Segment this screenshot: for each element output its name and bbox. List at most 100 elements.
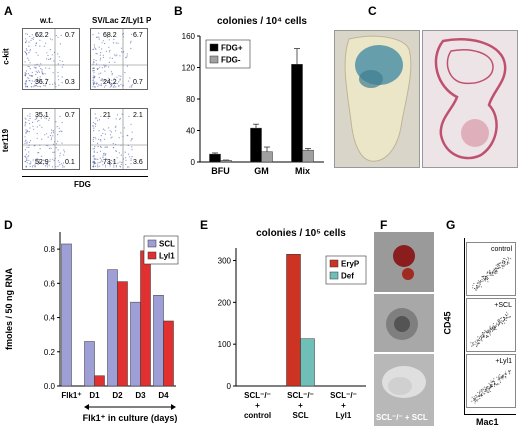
facs-dot — [129, 156, 131, 158]
facs-dot — [480, 390, 482, 392]
colony-photo-1 — [374, 232, 434, 292]
facs-dot — [480, 339, 482, 341]
facs-dot — [33, 128, 35, 130]
facs-dot — [496, 267, 498, 269]
category-label-plus: + — [255, 401, 260, 410]
facs-dot — [479, 284, 481, 286]
facs-dot — [481, 340, 483, 342]
facs-dot — [93, 151, 95, 153]
facs-dot — [54, 82, 56, 84]
facs-dot — [474, 343, 476, 345]
facs-dot — [50, 137, 53, 139]
facs-dot — [97, 85, 99, 87]
facs-dot — [35, 162, 37, 164]
panel-b: colonies / 10⁴ cells 0 40 80 120 160 BFU GM Mix F… — [170, 0, 330, 200]
facs-dot — [508, 370, 510, 372]
facs-dot — [57, 71, 59, 74]
facs-dot — [27, 77, 29, 79]
facs-dot — [126, 134, 128, 136]
facs-dot — [485, 390, 487, 392]
facs-dot — [116, 76, 118, 78]
facs-dot — [500, 320, 502, 322]
facs-dot — [130, 40, 132, 42]
facs-dot — [506, 262, 508, 264]
category-label-group: Lyl1 — [336, 411, 352, 420]
facs-dot — [116, 54, 118, 56]
colony-caption: SCL⁻/⁻ + SCL — [376, 413, 428, 422]
facs-dot — [115, 150, 117, 152]
facs-dot — [491, 385, 493, 387]
facs-dot — [95, 165, 97, 167]
facs-dot — [100, 139, 102, 141]
facs-dot — [48, 119, 50, 121]
facs-dot — [31, 166, 33, 168]
facs-dot — [98, 46, 100, 48]
facs-dot — [49, 49, 51, 51]
g-y-label: CD45 — [442, 311, 453, 335]
facs-dot — [37, 85, 39, 87]
facs-dot — [483, 277, 485, 280]
facs-dot — [93, 147, 95, 150]
facs-dot — [498, 323, 500, 326]
facs-dot — [113, 84, 115, 86]
facs-dot — [502, 323, 504, 325]
facs-dot — [128, 80, 130, 82]
facs-dot — [32, 165, 34, 167]
facs-dot — [481, 276, 483, 278]
y-label-ter119: ter119 — [1, 128, 11, 153]
facs-dot — [502, 317, 505, 319]
g-y-axis — [464, 238, 465, 414]
facs-dot — [507, 261, 509, 263]
facs-dot — [111, 136, 113, 138]
facs-dot — [37, 79, 39, 81]
facs-dot — [102, 54, 104, 56]
facs-dot — [113, 166, 115, 168]
facs-dot — [500, 375, 502, 377]
facs-dot — [471, 396, 473, 398]
col-title-sv: SV/Lac Z/Lyl1 P — [92, 16, 152, 25]
colony-photo-2 — [374, 294, 434, 352]
facs-dot — [43, 163, 45, 165]
facs-dot — [498, 375, 500, 377]
facs-dot — [504, 257, 506, 259]
facs-dot — [475, 342, 477, 344]
facs-dot — [497, 319, 499, 321]
facs-dot — [30, 39, 32, 41]
facs-dot — [36, 33, 38, 35]
facs-dot — [504, 322, 506, 324]
facs-dot — [97, 166, 99, 168]
facs-dot — [490, 386, 492, 388]
facs-dot — [481, 393, 483, 395]
facs-dot — [503, 265, 506, 267]
facs-dot — [28, 66, 30, 68]
x-axis-line — [22, 176, 148, 177]
facs-dot — [475, 396, 477, 399]
facs-dot — [504, 314, 506, 316]
facs-dot — [477, 343, 479, 345]
facs-dot — [92, 136, 95, 139]
facs-dot — [98, 119, 101, 121]
facs-dot — [118, 137, 120, 139]
facs-dot — [51, 39, 53, 41]
facs-dot — [52, 130, 54, 132]
facs-dot — [478, 392, 481, 394]
facs-dot — [101, 48, 103, 50]
facs-dot — [506, 263, 509, 265]
panel-label-f: F — [380, 218, 388, 232]
bar-def — [300, 338, 315, 387]
facs-dot — [50, 132, 52, 134]
facs-dot — [93, 150, 95, 152]
facs-dot — [118, 75, 120, 77]
facs-dot — [119, 165, 121, 167]
legend-swatch — [209, 55, 219, 64]
facs-dot — [476, 285, 478, 287]
facs-dot — [115, 165, 117, 167]
facs-dot — [130, 47, 132, 50]
facs-dot — [476, 287, 478, 289]
facs-dot — [28, 131, 30, 133]
facs-dot — [54, 157, 56, 160]
y-tick-label: 120 — [182, 64, 196, 73]
facs-dot — [48, 117, 50, 119]
facs-dot — [122, 51, 124, 53]
facs-dot — [38, 160, 40, 162]
